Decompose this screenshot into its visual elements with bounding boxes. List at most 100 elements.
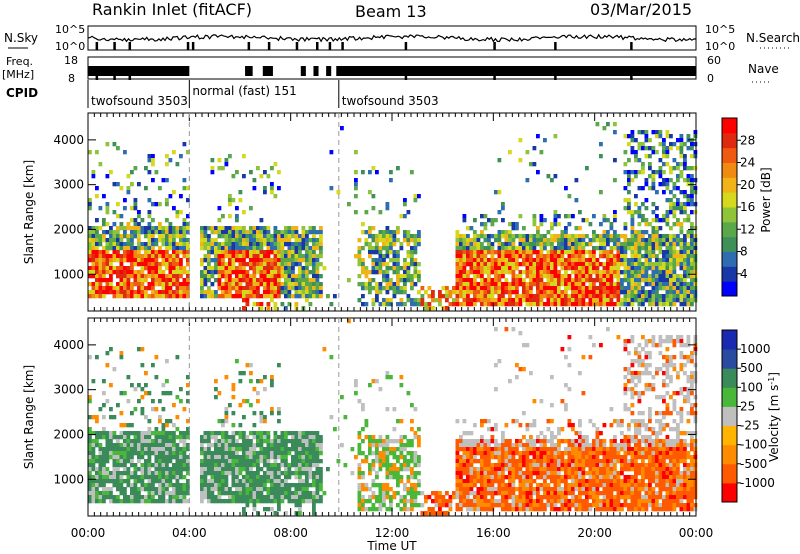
range-time-cell [669,258,673,263]
range-time-cell [266,274,271,279]
nsky-tick-bottom: 10^0 [55,40,85,53]
range-time-cell [539,282,544,287]
range-time-cell [231,395,236,400]
range-time-cell [287,491,292,496]
range-time-cell [105,242,110,247]
range-time-cell [592,254,596,259]
range-time-cell [466,286,470,291]
range-time-cell [186,186,190,191]
range-time-cell [158,499,162,504]
range-time-cell [637,262,642,267]
range-time-cell [119,463,124,468]
range-time-cell [473,467,477,472]
range-time-cell [112,495,117,500]
range-time-cell [280,262,285,267]
range-time-cell [168,471,173,476]
range-time-cell [648,274,652,279]
range-time-cell [462,254,467,259]
range-time-cell [560,242,565,247]
range-time-cell [550,234,554,239]
range-time-cell [277,447,281,452]
range-time-cell [637,286,642,291]
range-time-cell [599,294,603,299]
range-time-cell [158,254,162,259]
range-time-cell [91,294,96,299]
range-time-cell [256,455,260,460]
range-time-cell [259,491,264,496]
range-time-cell [483,451,488,456]
range-time-cell [172,266,176,271]
range-time-cell [284,286,288,291]
range-time-cell [585,294,589,299]
range-time-cell [221,423,225,428]
range-time-cell [392,475,397,480]
range-time-cell [686,202,691,207]
range-time-cell [368,451,372,456]
range-time-cell [105,282,110,287]
range-time-cell [679,250,684,255]
range-time-cell [291,234,295,239]
range-time-cell [175,395,180,400]
range-time-cell [466,294,470,299]
range-time-cell [277,487,281,492]
range-time-cell [690,194,694,199]
range-time-cell [543,258,547,263]
range-time-cell [658,170,663,175]
range-time-cell [319,451,323,456]
range-time-cell [550,270,554,275]
range-time-cell [172,475,176,480]
range-time-cell [175,355,180,360]
range-time-cell [119,246,124,251]
range-time-cell [630,150,635,155]
range-time-cell [158,495,162,500]
range-time-cell [154,258,159,263]
range-time-cell [438,298,442,303]
range-time-cell [539,302,544,307]
range-time-cell [144,226,148,231]
range-time-cell [217,419,222,424]
range-time-cell [172,443,176,448]
range-time-cell [179,294,183,299]
range-time-cell [168,491,173,496]
range-time-cell [494,274,498,279]
range-time-cell [270,186,274,191]
range-time-cell [200,479,204,484]
range-time-cell [392,266,397,271]
range-time-cell [683,294,687,299]
range-time-cell [214,487,218,492]
range-time-cell [371,483,376,488]
range-time-cell [235,238,239,243]
range-time-cell [375,471,379,476]
range-time-cell [459,274,463,279]
range-time-cell [578,246,582,251]
range-time-cell [378,499,383,504]
range-time-cell [298,290,302,295]
range-time-cell [91,451,96,456]
range-time-cell [312,431,316,436]
range-time-cell [270,294,274,299]
range-time-cell [231,431,236,436]
range-time-cell [203,246,208,251]
range-time-cell [630,246,635,251]
range-time-cell [130,411,134,416]
range-time-cell [693,186,698,191]
range-time-cell [270,286,274,291]
range-time-cell [658,226,663,231]
range-time-cell [119,186,124,191]
range-time-cell [543,254,547,259]
range-time-cell [98,238,103,243]
range-time-cell [270,455,274,460]
range-time-cell [315,491,320,496]
range-time-cell [679,190,684,195]
range-time-cell [252,387,257,392]
range-time-cell [476,447,481,452]
range-time-cell [627,270,631,275]
range-time-cell [371,266,376,271]
range-time-cell [224,471,229,476]
range-time-cell [487,286,491,291]
range-time-cell [511,246,516,251]
range-time-cell [102,286,106,291]
range-time-cell [305,278,309,283]
range-time-cell [238,491,243,496]
range-time-cell [480,246,484,251]
